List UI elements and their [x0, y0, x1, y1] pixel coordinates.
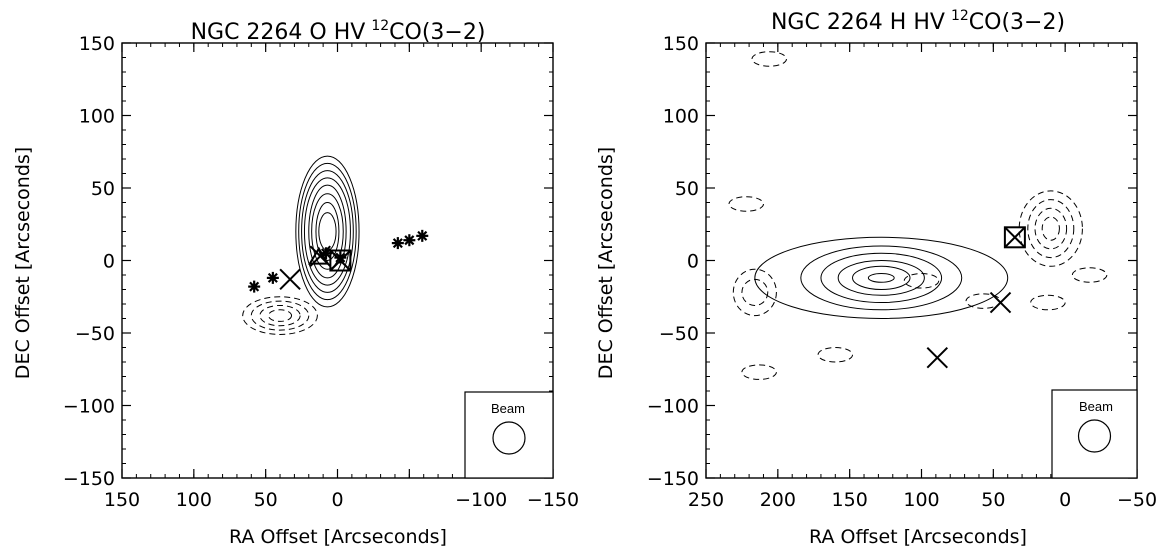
y-tick-label: 100	[79, 106, 115, 128]
beam-box	[464, 391, 554, 479]
x-tick-label: 100	[903, 489, 939, 511]
solid-contour	[820, 252, 943, 304]
dashed-contour	[741, 364, 777, 380]
right-panel: NGC 2264 H HV 12CO(3−2) 250 200 150 100 50 0 −5…	[595, 8, 1157, 548]
beam-label: Beam	[491, 401, 525, 416]
solid-contour	[867, 273, 895, 283]
x-marker	[989, 291, 1012, 314]
panel-title: NGC 2264 O HV 12CO(3−2)	[191, 18, 486, 45]
solid-contour	[315, 202, 340, 261]
solid-contour	[318, 212, 337, 251]
x-tick-label: 0	[1059, 489, 1071, 511]
solid-contour	[754, 236, 1009, 319]
dashed-contour	[242, 296, 318, 335]
dashed-contour	[732, 268, 777, 317]
dashed-contour	[965, 293, 1002, 309]
y-tick-label: 150	[79, 33, 115, 55]
asterisk-marker	[403, 234, 416, 247]
y-axis-label: DEC Offset [Arcseconds]	[12, 147, 34, 379]
x-tick-label: −100	[455, 489, 507, 511]
asterisk-marker	[416, 229, 429, 242]
x-tick-label: 50	[254, 489, 278, 511]
dashed-contour	[741, 278, 769, 306]
solid-contour	[301, 170, 354, 293]
dashed-contour	[751, 51, 787, 67]
asterisk-marker	[266, 271, 279, 284]
solid-contour	[311, 193, 344, 270]
y-tick-label: −100	[647, 396, 699, 418]
y-tick-label: −150	[647, 468, 699, 490]
solid-contour	[295, 155, 360, 308]
y-tick-label: 50	[91, 178, 115, 200]
y-tick-label: 50	[675, 178, 699, 200]
dashed-contour	[268, 309, 293, 322]
x-tick-label: 0	[331, 489, 343, 511]
x-marker	[926, 346, 949, 369]
beam-circle	[1077, 419, 1112, 453]
boxed-x-marker	[1003, 226, 1026, 249]
solid-contour	[800, 245, 963, 311]
solid-contour	[303, 177, 351, 286]
x-tick-label: 100	[176, 489, 212, 511]
y-tick-label: 100	[663, 106, 699, 128]
dashed-contour	[1027, 199, 1075, 259]
solid-contour	[298, 162, 357, 301]
left-panel: NGC 2264 O HV 12CO(3−2) 150 100 50 0 −100 −150…	[12, 18, 579, 548]
x-axis-label: RA Offset [Arcseconds]	[809, 526, 1027, 548]
dashed-contour	[1034, 207, 1068, 250]
dashed-contour	[250, 300, 310, 331]
beam-circle	[492, 421, 526, 455]
y-tick-label: 0	[103, 251, 115, 273]
beam-box	[1051, 389, 1138, 479]
x-tick-label: −50	[1117, 489, 1157, 511]
x-tick-label: 200	[760, 489, 796, 511]
y-tick-label: 150	[663, 33, 699, 55]
y-tick-label: 0	[687, 251, 699, 273]
solid-contour	[852, 265, 911, 290]
y-tick-label: −50	[75, 323, 115, 345]
dashed-contour	[1041, 216, 1060, 241]
boxed-x-marker	[329, 249, 352, 272]
x-marker	[279, 268, 301, 291]
y-axis-label: DEC Offset [Arcseconds]	[595, 147, 617, 379]
solid-contour	[308, 184, 347, 279]
dashed-contour	[259, 304, 301, 327]
x-tick-label: 250	[688, 489, 724, 511]
dashed-contour	[1018, 190, 1083, 267]
x-tick-label: 50	[981, 489, 1005, 511]
solid-contour	[837, 260, 925, 296]
x-tick-label: −150	[527, 489, 579, 511]
panel-title: NGC 2264 H HV 12CO(3−2)	[771, 8, 1065, 35]
y-tick-label: −100	[63, 396, 115, 418]
dashed-contour	[728, 196, 764, 212]
asterisk-marker	[391, 237, 404, 250]
dashed-contour	[1030, 294, 1066, 311]
x-tick-label: 150	[832, 489, 868, 511]
triangle-marker	[308, 246, 330, 265]
x-tick-label: 150	[104, 489, 140, 511]
beam-label: Beam	[1079, 399, 1113, 414]
dashed-contour	[1071, 267, 1108, 283]
y-tick-label: −50	[659, 323, 699, 345]
dashed-contour	[903, 273, 940, 289]
asterisk-marker	[248, 280, 261, 293]
dashed-contour	[817, 347, 854, 363]
plot-axes: 250 200 150 100 50 0 −50 150 100 50 0 −50 −100 −150	[647, 33, 1157, 511]
x-axis-label: RA Offset [Arcseconds]	[229, 526, 447, 548]
y-tick-label: −150	[63, 468, 115, 490]
